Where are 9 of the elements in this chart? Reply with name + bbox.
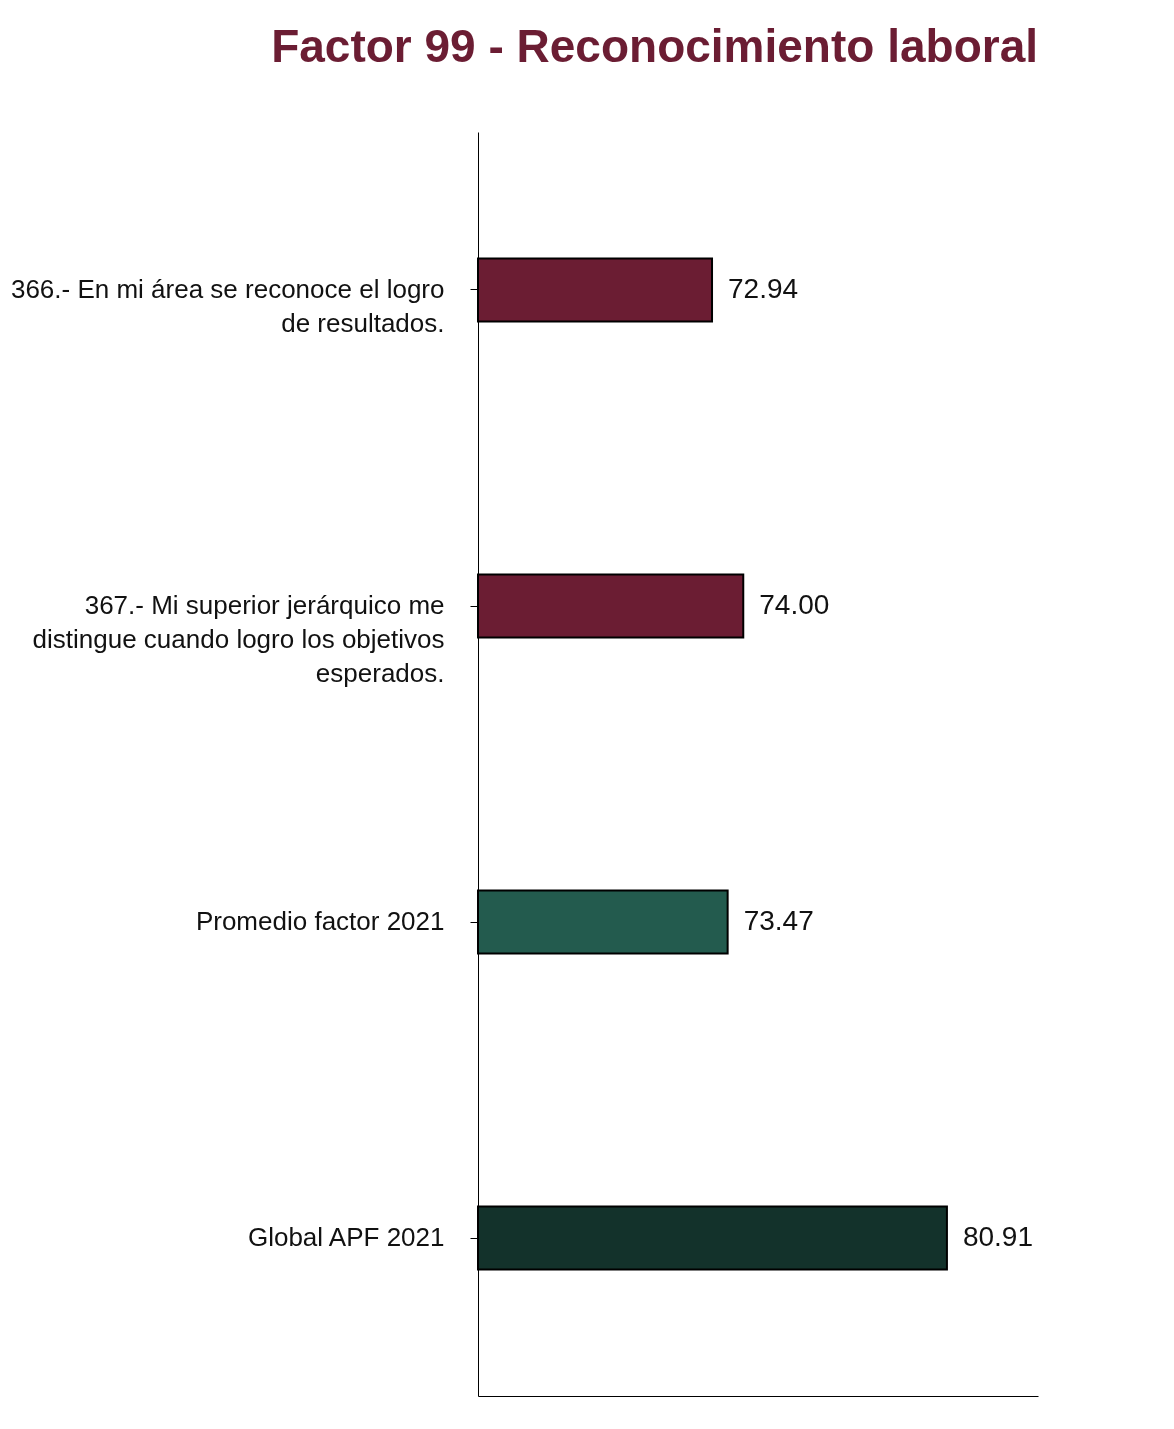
data-label: 74.00 (759, 589, 830, 620)
y-tick-label: 366.- En mi área se reconoce el logro de resultados. (10, 274, 445, 338)
y-tick-label: Global APF 2021 (247, 1222, 445, 1252)
data-label: 73.47 (743, 905, 814, 936)
y-tick-label: 367.- Mi superior jerárquico me distingue cuando logro los objetivos esperados. (32, 590, 445, 688)
data-label: 72.94 (728, 273, 799, 304)
data-label: 80.91 (962, 1221, 1033, 1252)
chart-title: Factor 99 - Reconocimiento laboral (271, 20, 1038, 72)
y-tick-label: Promedio factor 2021 (195, 906, 445, 936)
